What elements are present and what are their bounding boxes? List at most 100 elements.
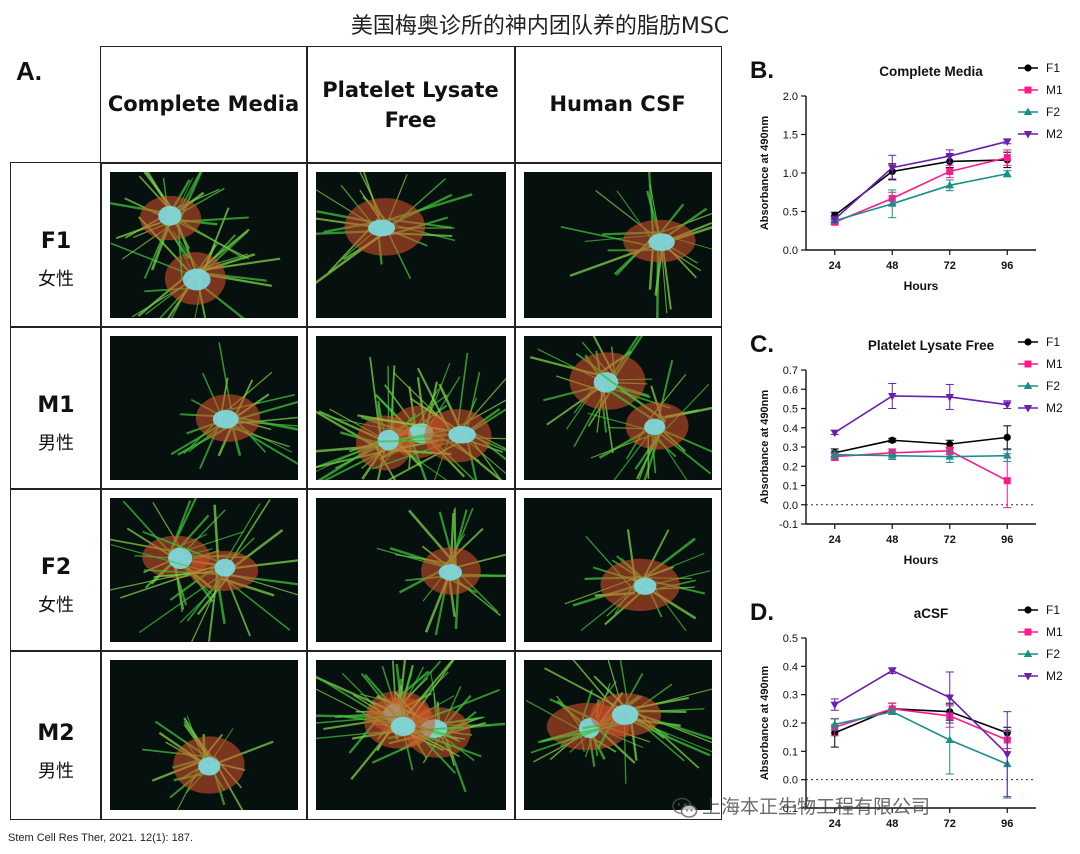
micrograph-art	[524, 172, 712, 318]
row-label-cell-m2: M2 男性	[10, 650, 102, 820]
nucleus	[633, 577, 657, 595]
data-point	[1003, 751, 1012, 759]
column-header-human-csf: Human CSF	[549, 92, 686, 116]
legend-label: F1	[1046, 61, 1060, 75]
x-tick-label: 24	[829, 534, 842, 546]
legend-label: M1	[1046, 625, 1063, 639]
data-point	[946, 440, 954, 448]
legend-entry-f2: F2	[1018, 647, 1060, 661]
data-point	[1003, 154, 1011, 162]
series-line	[834, 710, 1008, 765]
micrograph-art	[110, 660, 298, 810]
series-m2	[830, 382, 1012, 438]
micrograph-art	[316, 336, 506, 480]
legend-marker	[1023, 649, 1033, 657]
x-tick-label: 96	[1001, 260, 1013, 272]
cell-body	[142, 715, 274, 810]
x-tick-label: 72	[944, 818, 956, 830]
series-line	[834, 140, 1008, 220]
figure-title: 美国梅奥诊所的神内团队养的脂肪MSC	[350, 14, 730, 39]
legend-marker	[1023, 405, 1033, 413]
nucleus	[198, 757, 221, 776]
legend-label: F2	[1046, 379, 1060, 393]
legend-marker	[1024, 338, 1032, 346]
row-sex-f1: 女性	[38, 269, 74, 290]
panel-a-letter: A.	[16, 56, 42, 86]
legend-label: F1	[1046, 335, 1060, 349]
series-line	[834, 156, 1008, 224]
nucleus	[377, 429, 400, 451]
data-point	[946, 167, 954, 175]
data-point	[1003, 169, 1012, 177]
header-cell-complete-media: Complete Media	[100, 46, 308, 164]
legend-marker	[1024, 64, 1032, 72]
chart-title: Platelet Lysate Free	[868, 338, 995, 353]
y-tick-label: -0.1	[779, 803, 798, 815]
micrograph-art	[110, 336, 298, 480]
data-point	[830, 450, 839, 458]
x-tick-label: 48	[886, 260, 898, 272]
x-tick-label: 96	[1001, 534, 1013, 546]
micrograph-f1-human-csf	[524, 172, 712, 318]
y-tick-label: 0.0	[783, 245, 798, 257]
data-point	[1003, 451, 1012, 459]
legend-entry-f2: F2	[1018, 105, 1060, 119]
legend-marker	[1024, 86, 1032, 94]
row-label-cell-f1: F1 女性	[10, 162, 102, 328]
data-point	[1003, 433, 1011, 441]
panel-letter: C.	[750, 331, 774, 358]
data-point	[945, 393, 954, 402]
y-tick-label: 0.3	[783, 690, 798, 702]
nucleus	[611, 704, 639, 725]
nucleus	[593, 372, 619, 393]
image-cell	[514, 326, 722, 490]
legend-label: F2	[1046, 647, 1060, 661]
y-axis-label: Absorbance at 490nm	[759, 390, 771, 505]
image-cell	[306, 162, 516, 328]
nucleus	[212, 409, 239, 429]
series-f2	[830, 449, 1012, 463]
nucleus	[438, 564, 463, 581]
legend-marker	[1024, 606, 1032, 614]
y-axis-label: Absorbance at 490nm	[759, 116, 771, 231]
legend-entry-f1: F1	[1018, 603, 1060, 617]
y-tick-label: 0.5	[783, 633, 798, 645]
row-label-cell-m1: M1 男性	[10, 326, 102, 490]
data-point	[888, 164, 897, 173]
row-label-cell-f2: F2 女性	[10, 488, 102, 652]
series-m2	[830, 667, 1012, 798]
panel-letter: B.	[750, 57, 774, 84]
row-name-f2: F2	[40, 555, 72, 580]
legend-entry-m2: M2	[1018, 669, 1063, 683]
watermark-text: 上海本正生物工程有限公司	[702, 796, 931, 818]
x-tick-label: 24	[829, 818, 842, 830]
cell-body	[357, 352, 506, 480]
legend-marker	[1023, 131, 1033, 139]
y-tick-label: 1.0	[783, 168, 798, 180]
cell-body	[530, 660, 712, 784]
y-tick-label: 0.5	[783, 207, 798, 219]
legend-entry-f2: F2	[1018, 379, 1060, 393]
micrograph-m1-platelet-lysate-free	[316, 336, 506, 480]
nucleus	[158, 205, 182, 226]
series-line	[834, 669, 1008, 755]
data-point	[830, 429, 839, 438]
legend-label: M2	[1046, 401, 1063, 415]
y-tick-label: 2.0	[783, 91, 798, 103]
legend-marker	[1023, 107, 1033, 115]
micrograph-art	[110, 498, 298, 642]
series-line	[834, 708, 1008, 741]
series-f2	[830, 169, 1012, 224]
data-point	[830, 216, 839, 224]
micrograph-f2-human-csf	[524, 498, 712, 642]
data-point	[888, 199, 897, 207]
y-tick-label: 0.3	[783, 442, 798, 454]
data-point	[830, 701, 839, 710]
image-cell	[514, 488, 722, 652]
row-sex-f2: 女性	[38, 595, 74, 616]
micrograph-art	[316, 498, 506, 642]
y-tick-label: 0.0	[783, 500, 798, 512]
micrograph-art	[524, 498, 712, 642]
nucleus	[648, 233, 675, 252]
chart-c-platelet-lysate-free: C. Platelet Lysate Free -0.1 0.0 0.1 0.2 0.3 0.…	[750, 331, 1063, 567]
